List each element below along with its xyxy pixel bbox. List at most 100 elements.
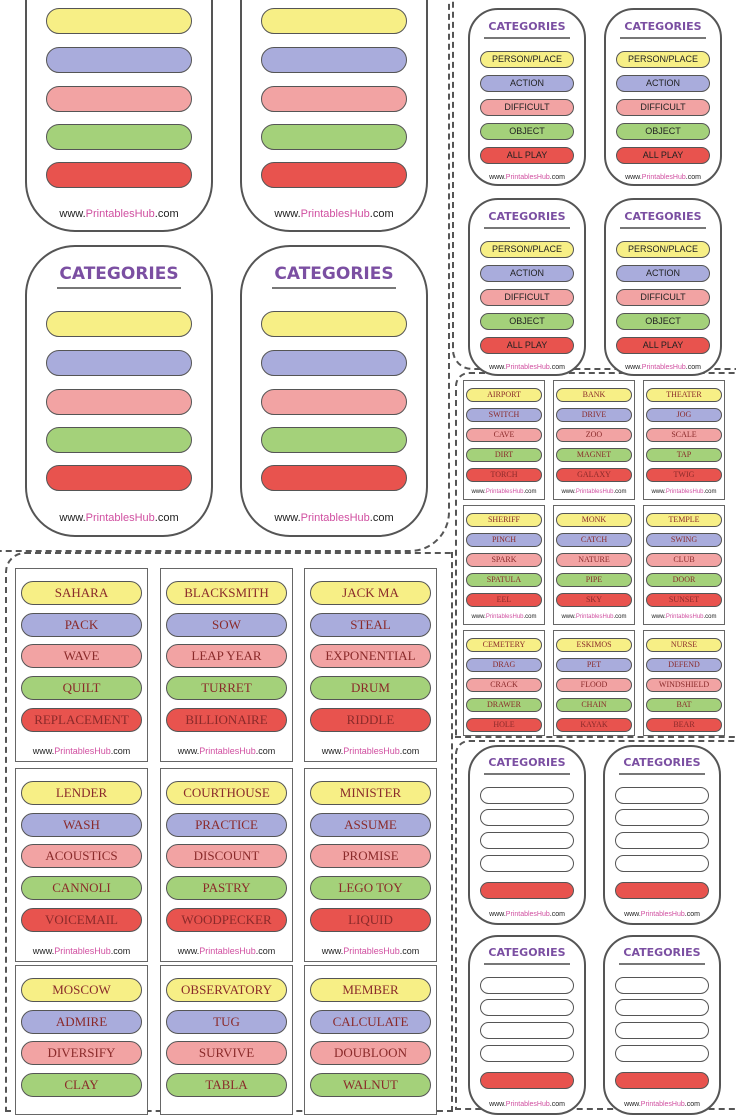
website-footer: www.PrintablesHub.com bbox=[242, 208, 426, 220]
website-footer: www.PrintablesHub.com bbox=[27, 208, 211, 220]
footer-prefix: www. bbox=[651, 614, 666, 620]
category-card: CATEGORIES PERSON/PLACE ACTION DIFFICULT OBJ… bbox=[604, 8, 722, 186]
word-pill: DIRT bbox=[466, 448, 542, 462]
category-pill bbox=[480, 1044, 574, 1062]
word-pill: ESKIMOS bbox=[556, 638, 632, 652]
word-pill: ACOUSTICS bbox=[21, 844, 142, 869]
panel-labeled-category-cards bbox=[452, 0, 736, 370]
card-header: CATEGORIES bbox=[624, 20, 702, 33]
category-pill bbox=[46, 47, 192, 73]
footer-suffix: .com bbox=[523, 489, 537, 495]
category-label-2: DIFFICULT bbox=[616, 288, 710, 306]
word-card: MONK CATCH NATURE PIPE SKY www.PrintablesHub.… bbox=[553, 505, 635, 625]
word-pill: CALCULATE bbox=[310, 1009, 431, 1034]
category-label-4: ALL PLAY bbox=[480, 146, 574, 164]
word-pill: CLAY bbox=[21, 1073, 142, 1098]
category-card: CATEGORIES www.PrintablesHub.com bbox=[468, 745, 586, 925]
footer-suffix: .com bbox=[549, 1101, 565, 1108]
word-pill: STEAL bbox=[310, 612, 431, 637]
footer-prefix: www. bbox=[489, 364, 506, 371]
category-label-4: ALL PLAY bbox=[616, 336, 710, 354]
category-pill bbox=[480, 786, 574, 804]
word-pill: REPLACEMENT bbox=[21, 707, 142, 732]
footer-prefix: www. bbox=[489, 174, 506, 181]
word-card: OBSERVATORY TUG SURVIVE TABLA bbox=[160, 965, 293, 1115]
footer-suffix: .com bbox=[255, 946, 276, 956]
footer-prefix: www. bbox=[32, 746, 55, 756]
footer-prefix: www. bbox=[274, 208, 301, 220]
category-pill bbox=[46, 162, 192, 188]
category-pill bbox=[261, 47, 407, 73]
footer-brand: PrintablesHub bbox=[575, 489, 614, 495]
word-pill: BEAR bbox=[646, 718, 722, 732]
footer-suffix: .com bbox=[399, 746, 420, 756]
category-pill bbox=[615, 786, 709, 804]
category-label-2: DIFFICULT bbox=[480, 288, 574, 306]
footer-suffix: .com bbox=[369, 512, 394, 524]
footer-brand: PrintablesHub bbox=[641, 174, 686, 181]
word-pill: DRIVE bbox=[556, 408, 632, 422]
footer-suffix: .com bbox=[684, 1101, 700, 1108]
category-pill bbox=[261, 427, 407, 453]
word-pill: DOOR bbox=[646, 573, 722, 587]
word-pill: PINCH bbox=[466, 533, 542, 547]
word-card: LENDER WASH ACOUSTICS CANNOLI VOICEMAIL www.P… bbox=[15, 768, 148, 962]
word-pill: DRUM bbox=[310, 676, 431, 701]
category-label-3: OBJECT bbox=[480, 312, 574, 330]
word-pill: WALNUT bbox=[310, 1073, 431, 1098]
footer-brand: PrintablesHub bbox=[505, 911, 550, 918]
word-pill: MAGNET bbox=[556, 448, 632, 462]
website-footer: www.PrintablesHub.com bbox=[305, 746, 436, 756]
word-card: BLACKSMITH SOW LEAP YEAR TURRET BILLIONAIRE w… bbox=[160, 568, 293, 762]
footer-prefix: www. bbox=[489, 1101, 506, 1108]
card-header: CATEGORIES bbox=[488, 756, 566, 769]
word-pill: TAP bbox=[646, 448, 722, 462]
word-pill: HOLE bbox=[466, 718, 542, 732]
website-footer: www.PrintablesHub.com bbox=[161, 946, 292, 956]
category-pill bbox=[46, 311, 192, 337]
word-pill: THEATER bbox=[646, 388, 722, 402]
word-pill: DRAG bbox=[466, 658, 542, 672]
category-pill bbox=[261, 465, 407, 491]
word-pill: BAT bbox=[646, 698, 722, 712]
word-pill: PIPE bbox=[556, 573, 632, 587]
footer-prefix: www. bbox=[177, 946, 200, 956]
header-divider bbox=[620, 227, 706, 229]
footer-suffix: .com bbox=[154, 208, 179, 220]
footer-prefix: www. bbox=[624, 1101, 641, 1108]
footer-suffix: .com bbox=[703, 489, 717, 495]
word-card: ESKIMOS PET FLOOD CHAIN KAYAK bbox=[553, 630, 635, 736]
footer-brand: PrintablesHub bbox=[665, 614, 704, 620]
footer-brand: PrintablesHub bbox=[485, 614, 524, 620]
category-pill bbox=[480, 854, 574, 872]
website-footer: www.PrintablesHub.com bbox=[464, 489, 544, 495]
website-footer: www.PrintablesHub.com bbox=[464, 614, 544, 620]
category-card: CATEGORIES www.PrintablesHub.com bbox=[603, 935, 721, 1115]
footer-brand: PrintablesHub bbox=[343, 946, 400, 956]
category-pill bbox=[261, 311, 407, 337]
category-pill bbox=[46, 124, 192, 150]
word-pill: ASSUME bbox=[310, 812, 431, 837]
footer-prefix: www. bbox=[59, 208, 86, 220]
word-pill: PROMISE bbox=[310, 844, 431, 869]
word-card: TEMPLE SWING CLUB DOOR SUNSET www.PrintablesH… bbox=[643, 505, 725, 625]
word-pill: JACK MA bbox=[310, 581, 431, 605]
word-pill: BANK bbox=[556, 388, 632, 402]
category-card: CATEGORIES www.PrintablesHub.com bbox=[603, 745, 721, 925]
word-card: MEMBER CALCULATE DOUBLOON WALNUT bbox=[304, 965, 437, 1115]
card-header: CATEGORIES bbox=[59, 264, 179, 284]
word-pill: OBSERVATORY bbox=[166, 978, 287, 1002]
website-footer: www.PrintablesHub.com bbox=[27, 512, 211, 524]
word-pill: PET bbox=[556, 658, 632, 672]
word-pill: AIRPORT bbox=[466, 388, 542, 402]
word-pill: PACK bbox=[21, 612, 142, 637]
category-label-3: OBJECT bbox=[616, 122, 710, 140]
website-footer: www.PrintablesHub.com bbox=[554, 489, 634, 495]
category-label-3: OBJECT bbox=[480, 122, 574, 140]
category-pill bbox=[46, 427, 192, 453]
word-pill: DRAWER bbox=[466, 698, 542, 712]
website-footer: www.PrintablesHub.com bbox=[470, 174, 584, 181]
category-pill bbox=[615, 854, 709, 872]
word-pill: WAVE bbox=[21, 644, 142, 669]
footer-brand: PrintablesHub bbox=[85, 512, 155, 524]
